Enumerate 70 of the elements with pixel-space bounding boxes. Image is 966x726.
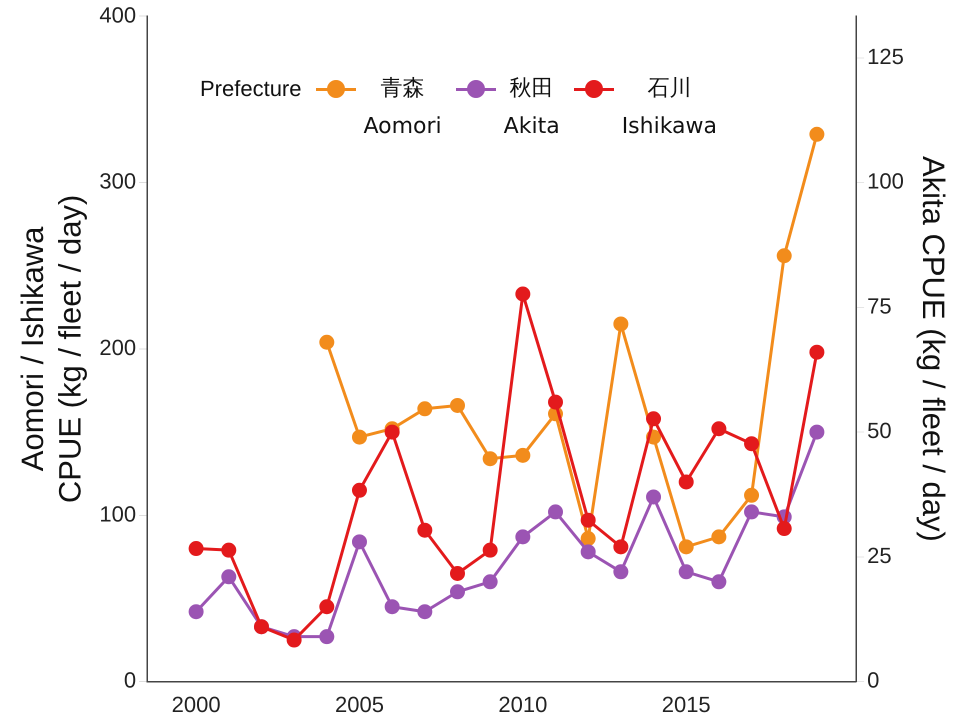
point <box>711 421 726 436</box>
point <box>809 344 824 360</box>
point <box>482 451 498 466</box>
point <box>548 504 564 520</box>
point <box>613 539 628 554</box>
point <box>580 512 596 528</box>
x-tick-label: 2005 <box>335 692 384 717</box>
legend-label: 石川 Ishikawa <box>622 75 718 141</box>
point <box>482 574 498 590</box>
point <box>515 448 530 463</box>
point <box>646 411 662 426</box>
point <box>319 599 334 614</box>
point <box>678 539 694 554</box>
point <box>188 541 204 556</box>
point <box>646 489 662 504</box>
y-tick-label: 100 <box>99 501 136 526</box>
point <box>482 542 498 558</box>
y-tick-label: 300 <box>99 168 136 194</box>
y2-axis-title: Akita CPUE (kg / fleet / day) <box>916 156 951 542</box>
point <box>580 544 596 560</box>
y2-tick-label: 50 <box>867 418 892 444</box>
point <box>613 564 628 580</box>
y2-tick-label: 100 <box>867 168 904 194</box>
x-tick-label: 2015 <box>662 692 711 717</box>
point <box>352 430 367 445</box>
legend-title: Prefecture <box>200 75 302 103</box>
legend-label: 青森 Aomori <box>364 75 442 141</box>
point <box>417 522 432 538</box>
point <box>678 474 694 490</box>
point <box>450 566 465 581</box>
point <box>384 424 400 440</box>
y2-tick-label: 75 <box>867 293 892 318</box>
point <box>417 401 432 416</box>
point <box>678 564 694 580</box>
y2-tick-label: 0 <box>867 668 880 693</box>
point <box>286 632 302 648</box>
y-axis-title: Aomori / Ishikawa CPUE (kg / fleet / day) <box>15 194 88 504</box>
point <box>450 398 465 413</box>
point <box>744 488 760 503</box>
point <box>776 248 792 264</box>
point <box>319 334 334 350</box>
point <box>450 584 465 600</box>
point <box>221 542 236 558</box>
point <box>744 436 760 452</box>
point <box>188 604 204 620</box>
point <box>417 604 432 620</box>
point <box>352 482 367 498</box>
x-tick-label: 2000 <box>172 692 221 717</box>
point <box>319 629 334 644</box>
point <box>221 569 236 584</box>
y-tick-label: 0 <box>124 668 136 693</box>
legend-label: 秋田 Akita <box>504 75 560 141</box>
y-tick-label: 400 <box>99 2 136 28</box>
y2-tick-label: 25 <box>867 542 892 568</box>
point <box>711 529 726 544</box>
point <box>548 394 564 410</box>
point <box>384 599 400 614</box>
point <box>580 531 596 546</box>
point <box>744 504 760 520</box>
point <box>809 424 824 440</box>
y2-tick-label: 125 <box>867 44 904 69</box>
y-tick-label: 200 <box>99 334 136 360</box>
point <box>711 574 726 590</box>
point <box>809 126 824 142</box>
point <box>776 521 792 536</box>
x-tick-label: 2010 <box>498 692 548 717</box>
point <box>515 286 530 302</box>
point <box>613 316 628 332</box>
point <box>515 529 530 544</box>
point <box>352 534 367 550</box>
